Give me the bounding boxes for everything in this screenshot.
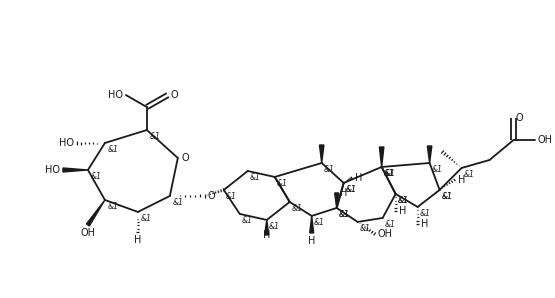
Text: H: H: [457, 175, 465, 185]
Text: &1: &1: [314, 218, 325, 227]
Polygon shape: [265, 220, 269, 235]
Text: &1: &1: [250, 173, 261, 182]
Text: O: O: [171, 90, 179, 100]
Polygon shape: [320, 145, 324, 163]
Text: &1: &1: [91, 172, 102, 181]
Text: O: O: [182, 153, 189, 163]
Text: &1: &1: [339, 210, 350, 219]
Polygon shape: [63, 168, 88, 172]
Text: HO: HO: [45, 165, 60, 175]
Text: &1: &1: [226, 192, 236, 201]
Text: &1: &1: [108, 202, 119, 211]
Text: &1: &1: [360, 224, 371, 233]
Text: &1: &1: [420, 209, 431, 218]
Text: OH: OH: [377, 229, 392, 239]
Text: HO: HO: [59, 138, 74, 148]
Text: &1: &1: [150, 132, 161, 141]
Text: H: H: [263, 230, 270, 240]
Text: &1: &1: [242, 216, 253, 225]
Text: &1: &1: [173, 198, 184, 207]
Text: &1: &1: [339, 210, 350, 219]
Text: &1: &1: [384, 169, 395, 178]
Text: O: O: [208, 191, 215, 201]
Text: &1: &1: [346, 185, 356, 194]
Text: &1: &1: [277, 179, 287, 188]
Text: &1: &1: [442, 192, 452, 201]
Text: H: H: [340, 188, 347, 198]
Text: &1: &1: [397, 196, 408, 205]
Polygon shape: [310, 216, 314, 233]
Text: H: H: [398, 206, 406, 216]
Text: HO: HO: [108, 90, 123, 100]
Text: OH: OH: [537, 135, 552, 145]
Text: &1: &1: [292, 204, 302, 213]
Text: H: H: [421, 219, 428, 229]
Text: OH: OH: [80, 228, 95, 238]
Text: &1: &1: [442, 192, 452, 201]
Polygon shape: [335, 193, 339, 208]
Polygon shape: [380, 147, 384, 167]
Text: H: H: [355, 173, 362, 183]
Text: O: O: [516, 113, 523, 123]
Text: H: H: [308, 236, 315, 246]
Text: &1: &1: [397, 196, 408, 205]
Polygon shape: [87, 200, 105, 226]
Text: H: H: [134, 235, 142, 245]
Text: &1: &1: [385, 169, 396, 178]
Text: &1: &1: [463, 170, 475, 179]
Text: &1: &1: [324, 165, 335, 174]
Polygon shape: [427, 146, 432, 163]
Text: &1: &1: [108, 145, 119, 154]
Text: &1: &1: [141, 214, 152, 223]
Text: &1: &1: [384, 169, 395, 178]
Text: &1: &1: [432, 165, 442, 174]
Text: &1: &1: [269, 222, 280, 231]
Text: &1: &1: [385, 220, 396, 229]
Text: &1: &1: [346, 185, 356, 194]
